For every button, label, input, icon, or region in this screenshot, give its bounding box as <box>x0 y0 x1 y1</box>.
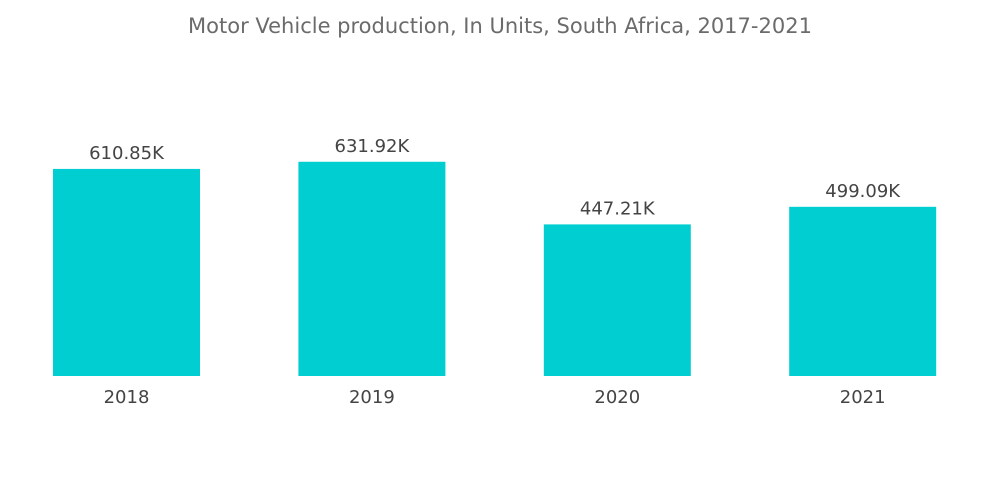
bar-2020 <box>543 224 691 376</box>
x-tick-label: 2018 <box>104 387 150 408</box>
bar-2018 <box>53 168 200 376</box>
bar-2019 <box>298 161 446 376</box>
chart-title: Motor Vehicle production, In Units, Sout… <box>188 14 812 38</box>
x-tick-label: 2021 <box>840 387 886 408</box>
data-label: 447.21K <box>580 198 656 219</box>
data-label: 610.85K <box>89 143 165 164</box>
data-label: 631.92K <box>335 136 411 157</box>
data-label: 499.09K <box>825 181 901 202</box>
x-tick-label: 2020 <box>594 387 640 408</box>
bar-2021 <box>789 206 937 376</box>
x-tick-label: 2019 <box>349 387 395 408</box>
